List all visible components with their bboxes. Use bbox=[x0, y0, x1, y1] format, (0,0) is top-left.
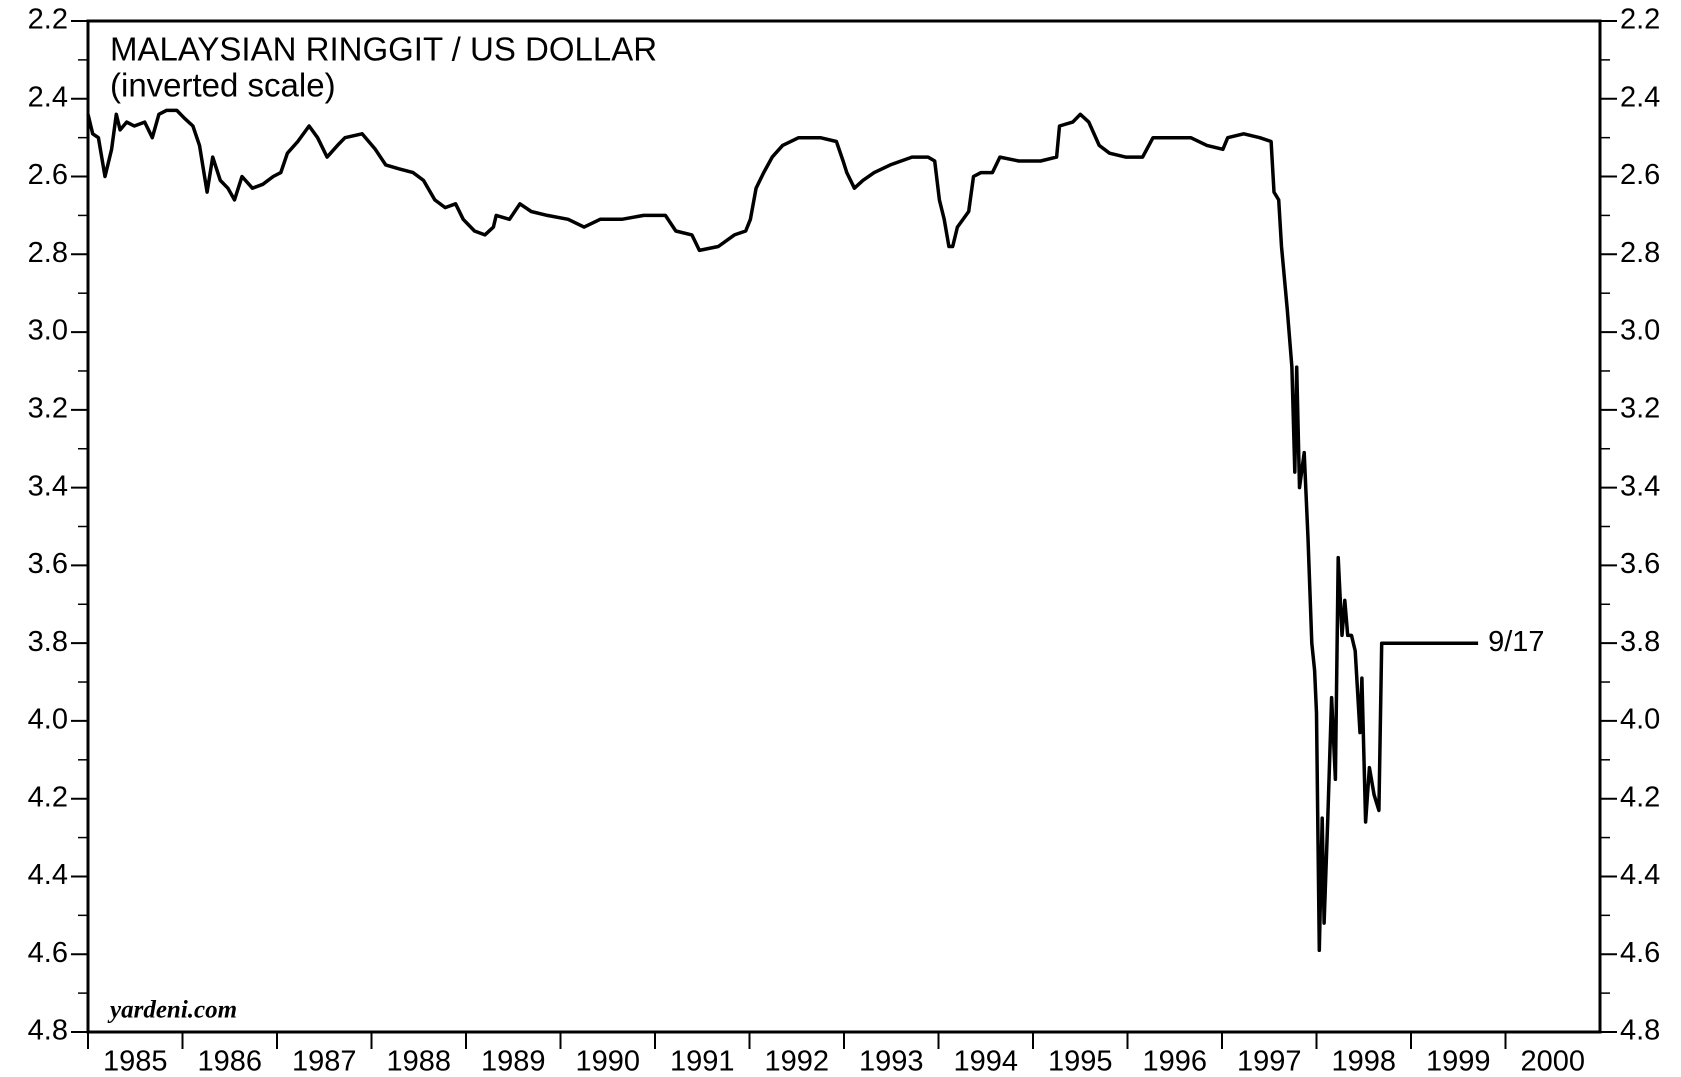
y2-tick-label: 3.2 bbox=[1620, 393, 1660, 425]
x-tick-label: 1989 bbox=[481, 1046, 546, 1077]
x-tick-label: 1985 bbox=[103, 1046, 168, 1077]
series-line bbox=[86, 108, 1479, 953]
y-tick-label: 4.2 bbox=[28, 781, 68, 813]
y-tick-label: 2.4 bbox=[28, 81, 68, 113]
y2-tick-label: 3.4 bbox=[1620, 470, 1660, 502]
y2-tick-label: 2.2 bbox=[1620, 4, 1660, 36]
x-tick-label: 1990 bbox=[575, 1046, 640, 1077]
x-tick-label: 1992 bbox=[764, 1046, 829, 1077]
y2-tick-label: 2.4 bbox=[1620, 81, 1660, 113]
x-tick-label: 1999 bbox=[1426, 1046, 1491, 1077]
y-tick-label: 3.0 bbox=[28, 315, 68, 347]
x-tick-label: 1994 bbox=[953, 1046, 1018, 1077]
x-tick-label: 2000 bbox=[1520, 1046, 1585, 1077]
x-tick-label: 1997 bbox=[1237, 1046, 1302, 1077]
y-tick-label: 4.8 bbox=[28, 1015, 68, 1047]
plot-frame bbox=[86, 19, 1602, 1034]
y-tick-label: 3.4 bbox=[28, 470, 68, 502]
y-tick-label: 3.2 bbox=[28, 393, 68, 425]
y2-tick-label: 4.2 bbox=[1620, 781, 1660, 813]
y-tick-label: 4.4 bbox=[28, 859, 68, 891]
x-tick-label: 1987 bbox=[292, 1046, 357, 1077]
y2-tick-label: 3.6 bbox=[1620, 548, 1660, 580]
end-annotation: 9/17 bbox=[1488, 626, 1544, 658]
y-tick-label: 2.6 bbox=[28, 159, 68, 191]
x-tick-label: 1991 bbox=[670, 1046, 735, 1077]
y-tick-label: 4.6 bbox=[28, 937, 68, 969]
y2-tick-label: 3.0 bbox=[1620, 315, 1660, 347]
y-tick-label: 3.8 bbox=[28, 626, 68, 658]
y-tick-label: 2.8 bbox=[28, 237, 68, 269]
x-tick-label: 1993 bbox=[859, 1046, 924, 1077]
y2-tick-label: 4.8 bbox=[1620, 1015, 1660, 1047]
y-tick-label: 3.6 bbox=[28, 548, 68, 580]
y2-tick-label: 2.8 bbox=[1620, 237, 1660, 269]
y2-tick-label: 4.4 bbox=[1620, 859, 1660, 891]
x-tick-label: 1988 bbox=[386, 1046, 451, 1077]
y2-tick-label: 2.6 bbox=[1620, 159, 1660, 191]
source: yardeni.com bbox=[107, 997, 237, 1024]
x-tick-label: 1996 bbox=[1142, 1046, 1207, 1077]
x-tick-label: 1995 bbox=[1048, 1046, 1113, 1077]
y-tick-label: 2.2 bbox=[28, 4, 68, 36]
y2-tick-label: 4.6 bbox=[1620, 937, 1660, 969]
y2-tick-label: 3.8 bbox=[1620, 626, 1660, 658]
chart-title: MALAYSIAN RINGGIT / US DOLLAR bbox=[110, 31, 657, 68]
chart-subtitle: (inverted scale) bbox=[110, 67, 336, 104]
x-tick-label: 1986 bbox=[197, 1046, 262, 1077]
y2-tick-label: 4.0 bbox=[1620, 704, 1660, 736]
x-tick-label: 1998 bbox=[1331, 1046, 1396, 1077]
y-tick-label: 4.0 bbox=[28, 704, 68, 736]
